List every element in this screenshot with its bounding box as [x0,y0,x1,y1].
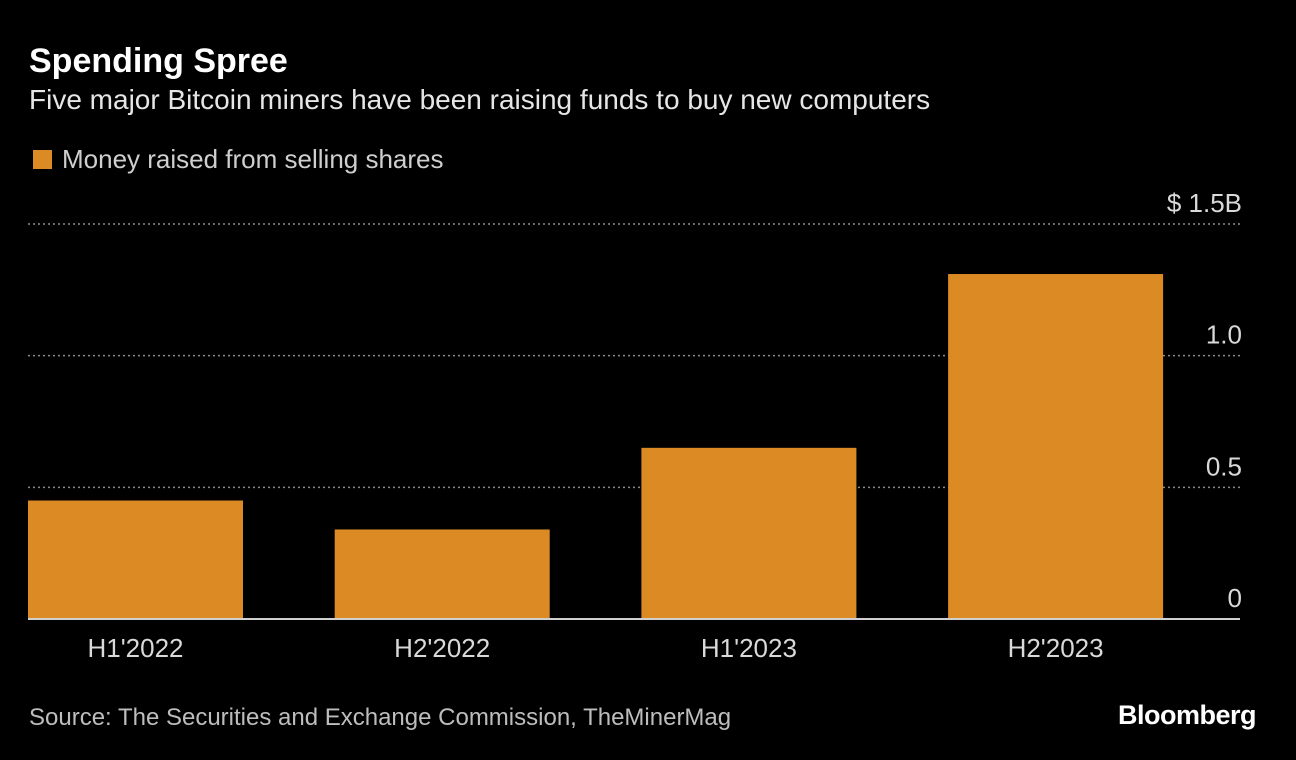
source-note: Source: The Securities and Exchange Comm… [29,704,732,731]
y-tick-label: 0 [1228,583,1242,613]
y-tick-label: 0.5 [1206,451,1242,481]
y-tick-label: $ 1.5B [1167,188,1242,218]
bar-H1'2022 [28,500,243,619]
bar-H2'2023 [948,274,1164,619]
x-tick-label: H1'2023 [701,633,797,663]
legend-swatch [33,150,52,169]
chart-subtitle: Five major Bitcoin miners have been rais… [29,84,931,115]
x-tick-label: H2'2023 [1008,633,1104,663]
bloomberg-logo: Bloomberg [1117,700,1257,730]
bar-H1'2023 [641,447,857,619]
x-tick-label: H1'2022 [87,633,183,663]
legend: Money raised from selling shares [33,144,444,175]
y-tick-label: 1.0 [1206,320,1242,350]
bar-H2'2022 [334,529,550,619]
x-tick-label: H2'2022 [394,633,490,663]
legend-label: Money raised from selling shares [62,144,444,174]
chart-title: Spending Spree [29,42,288,80]
